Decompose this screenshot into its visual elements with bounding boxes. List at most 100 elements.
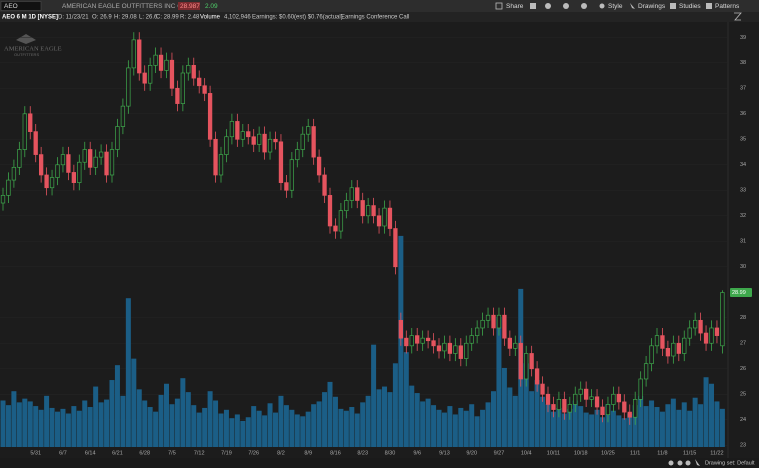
volume-bar [158, 394, 164, 447]
candle-body [578, 388, 583, 395]
price-change: 2.09 [205, 3, 218, 10]
candle-body [393, 228, 398, 268]
volume-bar [343, 410, 349, 447]
candle-body [458, 345, 463, 359]
candle-body [229, 121, 235, 138]
volume-bar [191, 405, 197, 447]
y-tick-label: 24 [740, 417, 746, 423]
volume-bar [469, 404, 475, 447]
candle-body [720, 292, 725, 347]
toolbar-button[interactable]: Style [608, 3, 623, 10]
candle-body [88, 149, 93, 168]
volume-bar [665, 404, 671, 447]
volume-bar [600, 417, 605, 447]
x-tick-label: 7/19 [221, 450, 232, 456]
volume-bar [403, 352, 409, 447]
candle-body [33, 131, 38, 155]
candle-body [371, 205, 376, 217]
y-tick-label: 37 [740, 86, 746, 92]
candle-body [158, 54, 164, 71]
candle-body [442, 342, 447, 352]
info-item: Earnings: $0.60(est) $0.76(actual) [252, 15, 343, 21]
candle-body [148, 64, 153, 84]
toolbar-button[interactable]: Studies [679, 3, 701, 10]
candle-body [126, 67, 131, 107]
candle-body [649, 345, 654, 365]
candle-body [333, 225, 338, 232]
volume-bar [60, 408, 66, 447]
volume-bar [436, 409, 442, 447]
x-tick-label: 6/28 [139, 450, 150, 456]
candle-body [60, 154, 66, 166]
info-item: O: 26.9 [92, 15, 112, 21]
collapse-icon[interactable] [734, 12, 742, 21]
candle-body [316, 156, 322, 176]
candle-body [98, 151, 104, 158]
candle-body [267, 138, 273, 153]
symbol[interactable]: AEO [4, 3, 18, 10]
candle-body [191, 64, 196, 79]
status-bar [0, 458, 759, 468]
volume-bar [153, 411, 159, 447]
candle-body [180, 72, 186, 104]
candle-body [93, 156, 98, 168]
volume-bar [698, 404, 704, 447]
candle-body [289, 159, 294, 191]
volume-bar [27, 401, 33, 447]
candle-body [273, 138, 278, 143]
volume-bar [387, 392, 393, 447]
candle-body [513, 342, 518, 349]
volume-bar [38, 409, 44, 447]
volume-bar [223, 409, 229, 447]
volume-bar [654, 407, 660, 447]
volume-bar [65, 413, 71, 447]
y-tick-label: 28 [740, 315, 746, 321]
candle-body [131, 39, 136, 69]
volume-bar [567, 408, 573, 447]
volume-bar [719, 408, 725, 447]
volume-bar [87, 407, 93, 447]
volume-bar [49, 407, 55, 447]
x-tick-label: 10/4 [521, 450, 532, 456]
y-tick-label: 30 [740, 264, 746, 270]
volume-bar [491, 391, 496, 447]
candle-body [464, 342, 469, 359]
candle-body [518, 342, 523, 380]
candle-body [327, 195, 333, 227]
candle-body [415, 335, 420, 344]
candle-body [687, 327, 692, 339]
volume-bar [605, 404, 611, 447]
candle-body [600, 406, 605, 416]
last-price-label: 28.99 [732, 290, 746, 296]
volume-bar [294, 414, 300, 447]
volume-bar [322, 392, 328, 447]
symbol-input[interactable] [0, 1, 42, 11]
y-tick-label: 35 [740, 137, 746, 143]
info-item: D: 11/23/21 [58, 15, 89, 21]
candle-body [627, 411, 632, 418]
volume-bar [376, 389, 382, 447]
volume-bar [109, 380, 115, 447]
toolbar-button[interactable]: Drawings [638, 3, 666, 10]
toolbar-button[interactable]: Share [506, 3, 524, 10]
volume-bar [409, 385, 415, 447]
volume-bar [425, 398, 431, 447]
drawing-set[interactable]: Drawing set: Default [705, 460, 755, 466]
candle-body [137, 39, 142, 74]
last-price-box [178, 2, 200, 10]
candle-body [409, 335, 414, 347]
candle-body [633, 399, 638, 418]
candle-body [714, 327, 720, 336]
volume-bar [583, 412, 589, 447]
toolbar-button[interactable]: Patterns [715, 3, 740, 10]
candle-body [55, 164, 60, 178]
candle-body [540, 383, 545, 395]
candle-body [387, 207, 393, 229]
volume-bar [202, 407, 208, 447]
candle-body [6, 179, 11, 196]
candle-body [257, 133, 262, 145]
candle-body [344, 200, 349, 212]
candle-body [605, 404, 611, 416]
volume-bar [207, 391, 213, 447]
